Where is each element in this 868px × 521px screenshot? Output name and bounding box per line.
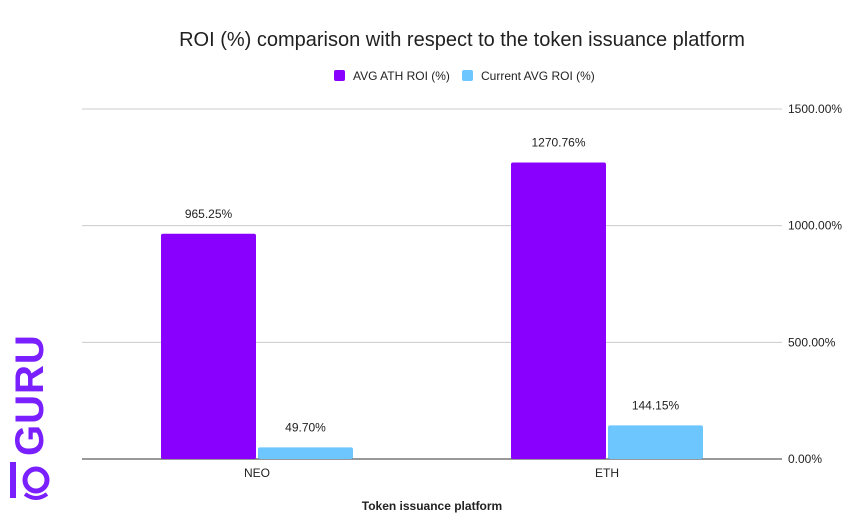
bar-eth-series-1 [608, 425, 703, 459]
logo-bar [10, 462, 16, 498]
data-labels: 965.25% 49.70% 1270.76% 144.15% [185, 135, 680, 434]
legend-swatch-current [462, 70, 473, 81]
y-tick-label: 0.00% [788, 452, 822, 466]
y-tick-label: 1500.00% [788, 102, 842, 116]
bar-neo-series-1 [258, 447, 353, 459]
x-axis-title: Token issuance platform [362, 499, 502, 513]
x-axis-categories: NEO ETH [244, 466, 619, 480]
bar-eth-series-0 [511, 162, 606, 460]
chart-legend: AVG ATH ROI (%) Current AVG ROI (%) [334, 69, 595, 83]
bars [161, 162, 703, 460]
y-tick-label: 500.00% [788, 335, 836, 349]
data-label: 49.70% [285, 420, 326, 434]
data-label: 1270.76% [531, 135, 585, 149]
logo-text: GURU [8, 334, 52, 456]
chart-title: ROI (%) comparison with respect to the t… [179, 29, 745, 51]
x-category-label: ETH [595, 466, 619, 480]
y-tick-label: 1000.00% [788, 219, 842, 233]
data-label: 965.25% [185, 207, 233, 221]
y-axis-ticks: 0.00% 500.00% 1000.00% 1500.00% [788, 102, 842, 466]
legend-label-ath: AVG ATH ROI (%) [353, 69, 450, 83]
legend-swatch-ath [334, 70, 345, 81]
coin-guru-logo-icon [10, 462, 50, 500]
data-label: 144.15% [632, 398, 680, 412]
logo-smile [23, 492, 49, 500]
logo-ring [22, 466, 50, 494]
legend-label-current: Current AVG ROI (%) [481, 69, 595, 83]
guru-logo: GURU [8, 334, 52, 500]
x-category-label: NEO [244, 466, 270, 480]
bar-neo-series-0 [161, 233, 256, 459]
